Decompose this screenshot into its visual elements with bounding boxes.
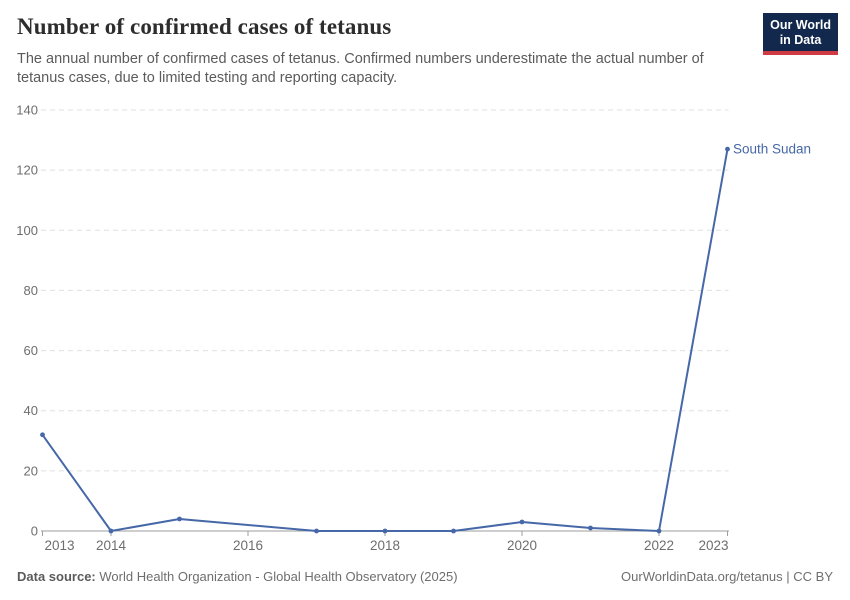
data-point[interactable]: [519, 519, 525, 525]
y-axis-tick-label: 0: [31, 524, 38, 539]
x-axis-tick-label: 2018: [370, 538, 400, 553]
data-source-label: Data source:: [17, 569, 96, 584]
data-point[interactable]: [40, 432, 45, 438]
data-point[interactable]: [177, 516, 182, 522]
footer-attribution[interactable]: OurWorldinData.org/tetanus | CC BY: [621, 569, 833, 584]
series-label[interactable]: South Sudan: [733, 142, 811, 157]
data-point[interactable]: [382, 528, 388, 534]
y-axis-tick-label: 100: [16, 223, 38, 238]
y-axis-tick-label: 80: [24, 283, 38, 298]
data-point[interactable]: [314, 528, 319, 534]
x-axis-tick-label: 2016: [233, 538, 263, 553]
x-axis-tick-label: 2013: [45, 538, 75, 553]
y-axis-tick-label: 140: [16, 103, 38, 118]
y-axis-tick-label: 120: [16, 163, 38, 178]
data-point[interactable]: [588, 525, 593, 531]
data-point[interactable]: [725, 146, 730, 152]
x-axis-tick-label: 2022: [644, 538, 674, 553]
x-axis-tick-label: 2023: [698, 538, 728, 553]
footer-source: Data source: World Health Organization -…: [17, 569, 458, 584]
y-axis-tick-label: 20: [24, 463, 38, 478]
data-point[interactable]: [451, 528, 456, 534]
y-axis-tick-label: 40: [24, 403, 38, 418]
y-axis-tick-label: 60: [24, 343, 38, 358]
x-axis-tick-label: 2014: [96, 538, 127, 553]
series-line[interactable]: [41, 148, 729, 532]
owid-logo[interactable]: Our World in Data: [763, 13, 838, 55]
page-title: Number of confirmed cases of tetanus: [17, 14, 392, 39]
data-point[interactable]: [108, 528, 114, 534]
owid-logo-line2: in Data: [779, 32, 822, 47]
data-point[interactable]: [656, 528, 662, 534]
owid-logo-text: Our World in Data: [763, 13, 838, 51]
owid-logo-line1: Our World: [770, 18, 831, 32]
chart-subtitle: The annual number of confirmed cases of …: [17, 51, 704, 86]
data-source-text: World Health Organization - Global Healt…: [99, 569, 458, 584]
x-axis-tick-label: 2020: [507, 538, 537, 553]
